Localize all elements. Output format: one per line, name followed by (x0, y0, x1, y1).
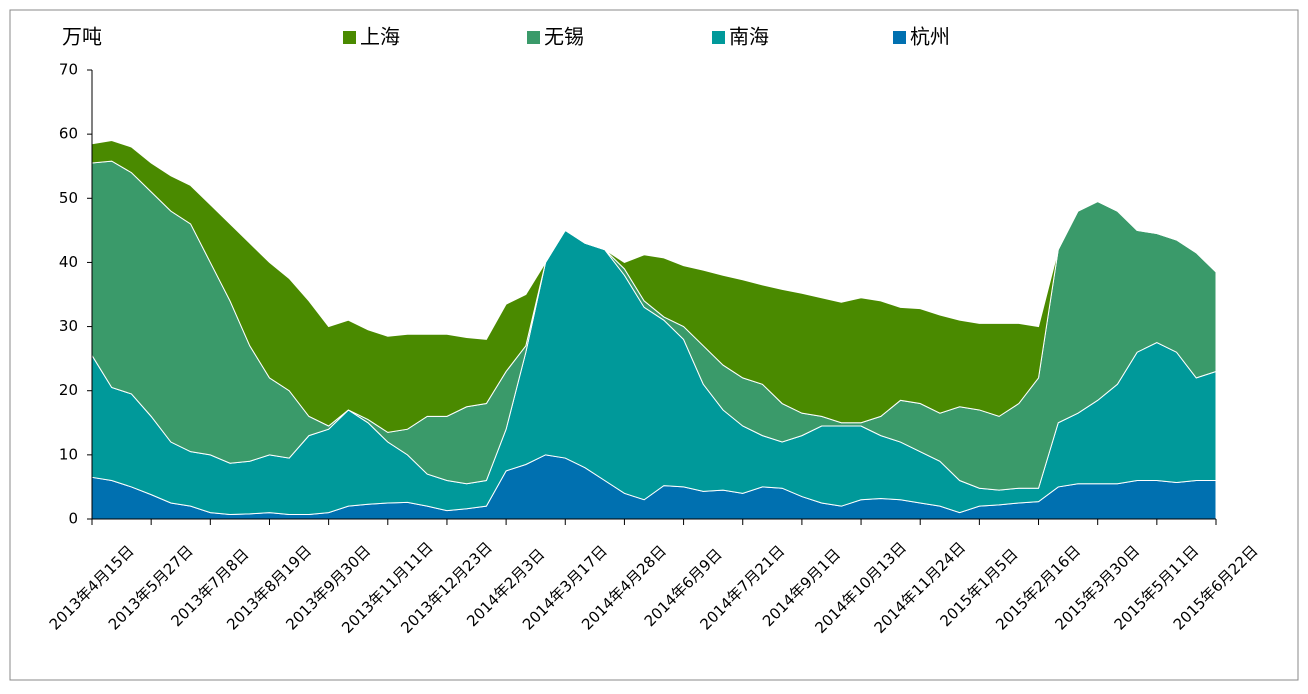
y-tick-label: 10 (59, 445, 78, 463)
area (91, 140, 1217, 433)
y-tick-label: 40 (59, 253, 78, 271)
y-tick-label: 20 (59, 381, 78, 399)
legend-swatch (527, 31, 540, 44)
y-tick-label: 0 (68, 510, 78, 528)
y-axis-label: 万吨 (62, 25, 102, 49)
legend-label: 南海 (729, 25, 769, 49)
legend-swatch (893, 31, 906, 44)
legend-label: 上海 (360, 25, 400, 49)
legend-swatch (343, 31, 356, 44)
y-tick-label: 70 (59, 61, 78, 79)
legend-label: 杭州 (910, 25, 950, 49)
y-tick-label: 50 (59, 189, 78, 207)
y-tick-label: 60 (59, 125, 78, 143)
legend-swatch (712, 31, 725, 44)
y-tick-label: 30 (59, 317, 78, 335)
legend-label: 无锡 (544, 25, 584, 49)
